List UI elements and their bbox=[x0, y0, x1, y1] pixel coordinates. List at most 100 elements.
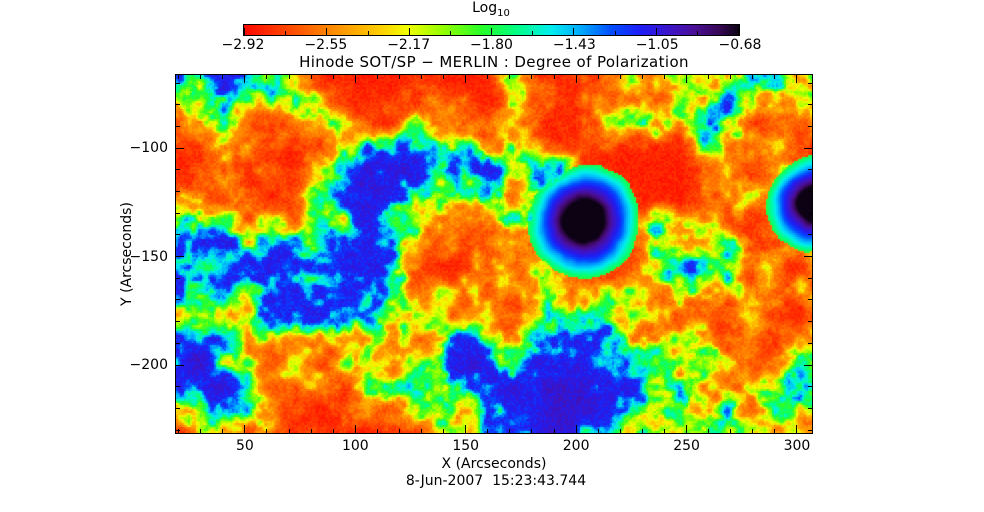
colorbar-tick-label: −2.55 bbox=[304, 37, 348, 53]
axis-tick bbox=[465, 425, 466, 433]
x-tick-label: 250 bbox=[673, 438, 700, 454]
axis-tick bbox=[808, 234, 812, 235]
x-tick-label: 50 bbox=[235, 438, 254, 454]
axis-tick bbox=[808, 104, 812, 105]
axis-tick bbox=[176, 234, 180, 235]
axis-tick bbox=[176, 365, 184, 366]
axis-tick bbox=[178, 75, 179, 79]
colorbar-minor-tick bbox=[615, 31, 616, 35]
colorbar-title-subscript: 10 bbox=[497, 7, 510, 19]
colorbar-minor-tick bbox=[697, 31, 698, 35]
axis-tick bbox=[808, 126, 812, 127]
axis-tick bbox=[176, 430, 180, 431]
axis-tick bbox=[808, 321, 812, 322]
axis-tick bbox=[808, 278, 812, 279]
axis-tick bbox=[443, 429, 444, 433]
axis-tick bbox=[421, 429, 422, 433]
plot-area bbox=[175, 74, 813, 434]
axis-tick bbox=[808, 191, 812, 192]
axis-tick bbox=[620, 429, 621, 433]
x-axis-label: X (Arcseconds) bbox=[441, 456, 547, 472]
axis-tick bbox=[443, 75, 444, 79]
y-tick-label: −200 bbox=[129, 357, 168, 374]
axis-tick bbox=[311, 75, 312, 79]
axis-tick bbox=[796, 425, 797, 433]
axis-tick bbox=[804, 148, 812, 149]
axis-tick bbox=[808, 299, 812, 300]
axis-tick bbox=[808, 83, 812, 84]
axis-tick bbox=[222, 75, 223, 79]
axis-tick bbox=[176, 213, 180, 214]
colorbar-minor-tick bbox=[532, 31, 533, 35]
axis-tick bbox=[531, 75, 532, 79]
axis-tick bbox=[465, 75, 466, 83]
axis-tick bbox=[576, 75, 577, 83]
axis-tick bbox=[642, 429, 643, 433]
colorbar-major-tick bbox=[409, 28, 410, 35]
colorbar-tick-label: −1.80 bbox=[470, 37, 513, 53]
axis-tick bbox=[664, 75, 665, 79]
axis-tick bbox=[808, 430, 812, 431]
axis-tick bbox=[509, 429, 510, 433]
axis-tick bbox=[708, 75, 709, 79]
axis-tick bbox=[808, 169, 812, 170]
axis-tick bbox=[178, 429, 179, 433]
axis-tick bbox=[176, 104, 180, 105]
axis-tick bbox=[176, 191, 180, 192]
x-tick-label: 300 bbox=[783, 438, 811, 454]
axis-tick bbox=[377, 75, 378, 79]
axis-tick bbox=[200, 429, 201, 433]
axis-tick bbox=[311, 429, 312, 433]
plot-title: Hinode SOT/SP − MERLIN : Degree of Polar… bbox=[299, 53, 689, 71]
colorbar-minor-tick bbox=[450, 31, 451, 35]
colorbar-major-tick bbox=[656, 28, 657, 35]
axis-tick bbox=[808, 386, 812, 387]
axis-tick bbox=[176, 169, 180, 170]
axis-tick bbox=[808, 343, 812, 344]
axis-tick bbox=[554, 75, 555, 79]
colorbar bbox=[243, 24, 740, 36]
axis-tick bbox=[752, 429, 753, 433]
axis-tick bbox=[176, 148, 184, 149]
axis-tick bbox=[808, 213, 812, 214]
axis-tick bbox=[176, 278, 180, 279]
axis-tick bbox=[804, 365, 812, 366]
axis-tick bbox=[730, 429, 731, 433]
y-tick-label: −100 bbox=[129, 140, 168, 157]
colorbar-title: Log10 bbox=[472, 0, 510, 19]
axis-tick bbox=[554, 429, 555, 433]
observation-timestamp: 8-Jun-2007 15:23:43.744 bbox=[405, 473, 587, 489]
colorbar-major-tick bbox=[326, 28, 327, 35]
axis-tick bbox=[620, 75, 621, 79]
axis-tick bbox=[176, 386, 180, 387]
axis-tick bbox=[355, 75, 356, 83]
colorbar-title-text: Log bbox=[472, 0, 498, 16]
axis-tick bbox=[598, 429, 599, 433]
axis-tick bbox=[222, 429, 223, 433]
axis-tick bbox=[176, 299, 180, 300]
x-tick-label: 150 bbox=[452, 438, 480, 454]
axis-tick bbox=[289, 75, 290, 79]
axis-tick bbox=[708, 429, 709, 433]
colorbar-tick-label: −2.92 bbox=[221, 37, 265, 53]
axis-tick bbox=[266, 429, 267, 433]
axis-tick bbox=[686, 75, 687, 83]
axis-tick bbox=[487, 429, 488, 433]
axis-tick bbox=[664, 429, 665, 433]
axis-tick bbox=[176, 126, 180, 127]
axis-tick bbox=[355, 425, 356, 433]
colorbar-tick-label: −0.68 bbox=[718, 37, 762, 53]
axis-tick bbox=[509, 75, 510, 79]
x-tick-label: 200 bbox=[562, 438, 590, 454]
axis-tick bbox=[377, 429, 378, 433]
axis-tick bbox=[804, 256, 812, 257]
colorbar-tick-label: −1.43 bbox=[552, 37, 596, 53]
axis-tick bbox=[399, 75, 400, 79]
colorbar-major-tick bbox=[573, 28, 574, 35]
axis-tick bbox=[598, 75, 599, 79]
axis-tick bbox=[531, 429, 532, 433]
axis-tick bbox=[176, 343, 180, 344]
axis-tick bbox=[176, 256, 184, 257]
axis-tick bbox=[333, 75, 334, 79]
